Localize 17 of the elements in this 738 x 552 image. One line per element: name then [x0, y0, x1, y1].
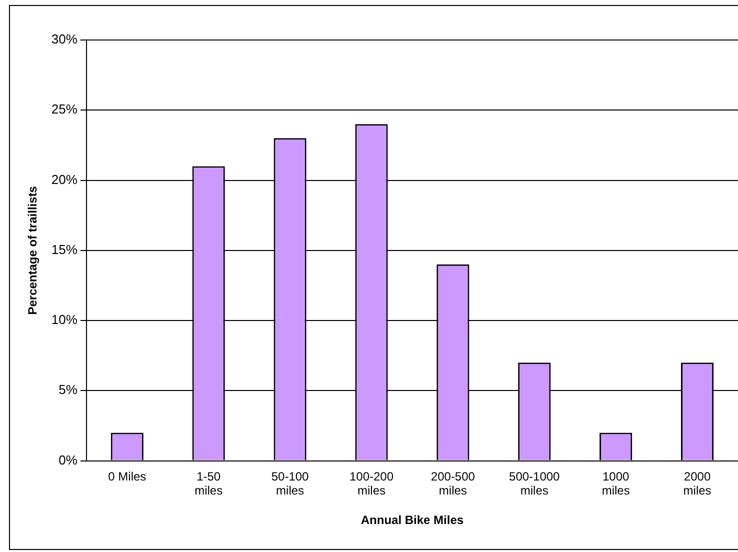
x-tick-label: 1-50 miles [194, 469, 223, 498]
y-tick-label: 30% [51, 32, 78, 47]
x-tick-label: 200-500 miles [430, 469, 476, 498]
y-tick-label: 5% [58, 382, 78, 398]
x-tick-label: 500-1000 miles [509, 469, 560, 498]
x-tick-label: 1000 miles [602, 469, 630, 498]
x-axis-title: Annual Bike Miles [360, 513, 464, 528]
x-tick-label: 0 Miles [108, 469, 146, 484]
x-tick-label: 100-200 miles [349, 469, 394, 498]
y-tick-label: 25% [51, 102, 78, 117]
y-axis-title: Percentage of traillists [26, 186, 40, 315]
y-tick-label: 0% [58, 452, 78, 468]
y-tick-label: 15% [51, 242, 78, 257]
y-tick-label: 10% [51, 312, 78, 328]
x-tick-label: 50-100 miles [271, 469, 310, 498]
x-tick-label: 2000 miles [683, 469, 712, 498]
y-tick-label: 20% [51, 172, 78, 187]
